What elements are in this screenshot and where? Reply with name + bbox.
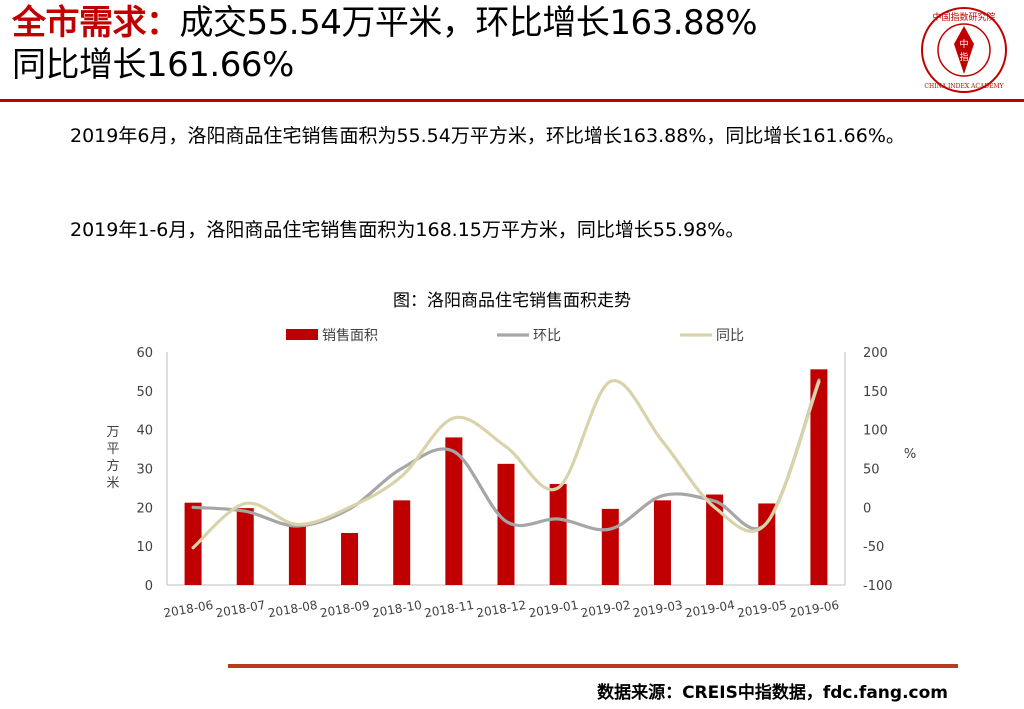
title-divider	[0, 99, 1024, 102]
right-y-tick-label: 50	[863, 463, 880, 478]
title-line-2: 同比增长161.66%	[12, 45, 294, 85]
bar-sales-area	[810, 369, 828, 585]
bar-sales-area	[184, 502, 202, 585]
left-y-tick-label: 0	[145, 579, 153, 594]
bar-sales-area	[288, 526, 306, 585]
bar-sales-area	[393, 500, 411, 585]
bar-sales-area	[653, 500, 671, 585]
svg-text:指: 指	[959, 51, 968, 63]
bar-sales-area	[601, 508, 619, 585]
bar-sales-area	[549, 484, 567, 585]
paragraph-ytd: 2019年1-6月，洛阳商品住宅销售面积为168.15万平方米，同比增长55.9…	[70, 219, 745, 241]
right-y-tick-label: -50	[863, 540, 884, 555]
x-tick-label: 2019-05	[736, 598, 788, 620]
legend-sales-area-swatch	[286, 329, 318, 340]
x-tick-label: 2019-03	[632, 598, 684, 620]
data-source: 数据来源：CREIS中指数据，fdc.fang.com	[597, 683, 948, 703]
left-axis-label-char: 方	[106, 458, 119, 474]
footer-divider	[228, 664, 958, 668]
right-y-tick-label: 150	[863, 385, 888, 400]
x-tick-label: 2018-06	[162, 598, 214, 620]
x-tick-label: 2018-09	[319, 598, 371, 620]
left-y-tick-label: 20	[136, 501, 153, 516]
x-tick-label: 2019-02	[580, 598, 632, 620]
bar-sales-area	[497, 463, 515, 585]
legend-mom-label: 环比	[533, 328, 561, 344]
svg-text:中: 中	[959, 38, 968, 50]
svg-text:CHINA INDEX ACADEMY: CHINA INDEX ACADEMY	[924, 83, 1004, 90]
x-tick-label: 2018-10	[371, 598, 423, 620]
x-tick-label: 2018-07	[215, 598, 267, 620]
china-index-academy-logo: 中 指 中国指数研究院 CHINA INDEX ACADEMY	[921, 7, 1007, 93]
x-tick-label: 2019-06	[788, 598, 840, 620]
left-y-tick-label: 10	[136, 540, 153, 555]
sales-area-chart: 0 10 20 30 40 50 60 -100 -50 0 50 100 150 200 万平方米% 201…	[106, 328, 916, 620]
chart-title: 图：洛阳商品住宅销售面积走势	[393, 291, 631, 311]
right-y-tick-label: -100	[863, 579, 893, 594]
bar-sales-area	[341, 532, 359, 585]
x-tick-label: 2018-11	[423, 598, 475, 620]
right-y-tick-label: 0	[863, 501, 871, 516]
paragraph-june: 2019年6月，洛阳商品住宅销售面积为55.54万平方米，环比增长163.88%…	[70, 125, 905, 147]
title-highlight: 全市需求：	[12, 3, 180, 43]
line-yoy	[191, 379, 821, 550]
legend-yoy-label: 同比	[716, 328, 744, 344]
x-tick-label: 2018-08	[267, 598, 319, 620]
left-axis-label-char: 万	[106, 425, 119, 440]
left-axis-label-char: 米	[106, 476, 119, 491]
title-rest: 成交55.54万平米，环比增长163.88%	[179, 3, 758, 43]
left-y-tick-label: 60	[136, 346, 153, 361]
left-axis-label-char: 平	[106, 442, 119, 457]
left-y-tick-label: 50	[136, 385, 153, 400]
svg-text:中国指数研究院: 中国指数研究院	[932, 11, 995, 23]
bar-sales-area	[706, 494, 724, 585]
bar-sales-area	[445, 437, 463, 585]
bar-sales-area	[236, 508, 254, 585]
bar-sales-area	[758, 503, 776, 585]
x-tick-label: 2018-12	[475, 598, 527, 620]
right-y-tick-label: 200	[863, 346, 888, 361]
legend-sales-area-label: 销售面积	[322, 328, 378, 344]
x-tick-label: 2019-04	[684, 598, 736, 620]
right-y-tick-label: 100	[863, 424, 888, 439]
x-tick-label: 2019-01	[528, 598, 580, 620]
right-axis-label: %	[904, 447, 916, 462]
left-y-tick-label: 30	[136, 463, 153, 478]
page-title: 全市需求：成交55.54万平米，环比增长163.88% 同比增长161.66%	[12, 2, 912, 86]
left-y-tick-label: 40	[136, 424, 153, 439]
